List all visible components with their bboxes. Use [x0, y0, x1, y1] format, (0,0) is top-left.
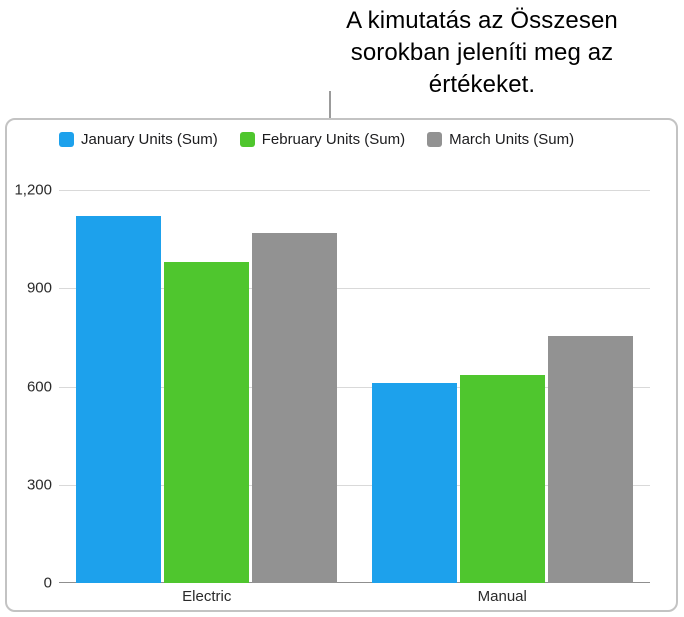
y-tick-label-600: 600 [26, 378, 52, 395]
chart-legend: January Units (Sum) February Units (Sum)… [59, 131, 574, 148]
legend-swatch-february [239, 132, 255, 147]
y-tick-label-0: 0 [43, 574, 52, 592]
callout-line-1: A kimutatás az Összesen [346, 7, 618, 34]
legend-label-january: January Units (Sum) [81, 131, 218, 148]
bar-manual-january [371, 383, 457, 583]
legend-swatch-january [59, 132, 74, 147]
y-tick-label-300: 300 [26, 476, 52, 494]
chart-card: January Units (Sum) February Units (Sum)… [5, 118, 678, 612]
gridline-600 [59, 386, 650, 388]
gridline-1200 [59, 190, 650, 191]
gridline-900 [59, 288, 650, 290]
callout-connector-line [329, 91, 331, 119]
x-axis-category-labels: Electric Manual [59, 588, 650, 608]
y-tick-label-1200: 1,200 [14, 181, 52, 199]
legend-swatch-march [427, 132, 443, 147]
category-label-electric: Electric [182, 588, 232, 605]
gridline-300 [59, 484, 650, 486]
callout-line-2: sorokban jeleníti meg az [350, 39, 614, 66]
y-tick-label-900: 900 [26, 279, 52, 297]
legend-item-march: March Units (Sum) [427, 131, 574, 148]
bar-electric-january [76, 216, 162, 583]
bar-manual-march [547, 335, 633, 583]
bar-manual-february [459, 375, 545, 583]
bar-electric-march [252, 232, 338, 583]
x-axis-line [59, 582, 650, 583]
callout-line-3: értékeket. [428, 71, 536, 98]
legend-item-february: February Units (Sum) [239, 131, 406, 148]
plot-area [59, 190, 650, 583]
legend-label-march: March Units (Sum) [449, 131, 575, 148]
callout-text: A kimutatás az Összesen sorokban jelenít… [296, 5, 668, 101]
legend-item-january: January Units (Sum) [59, 131, 218, 148]
bar-electric-february [164, 262, 250, 583]
y-axis-tick-labels: 0 300 600 900 1,200 [7, 182, 52, 592]
legend-label-february: February Units (Sum) [261, 131, 406, 148]
category-label-manual: Manual [477, 588, 527, 605]
